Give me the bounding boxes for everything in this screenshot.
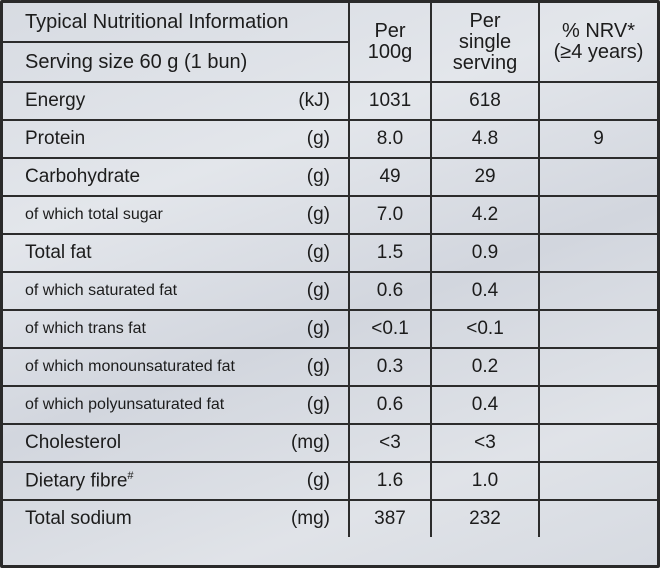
value-per-100g: <3	[348, 423, 433, 463]
value-per-100g: 0.6	[348, 271, 433, 311]
nutrient-name: Total fat	[3, 233, 281, 273]
table-row-total-fat: Total fat (g) 1.5 0.9	[3, 233, 657, 273]
value-per-100g: <0.1	[348, 309, 433, 349]
value-nrv	[538, 233, 657, 273]
value-nrv	[538, 271, 657, 311]
value-nrv	[538, 499, 657, 537]
nutrition-table: Typical Nutritional Information Per 100g …	[3, 3, 657, 537]
table-row-cholesterol: Cholesterol (mg) <3 <3	[3, 423, 657, 463]
nutrient-name: of which total sugar	[3, 195, 281, 235]
value-per-serving: <3	[430, 423, 541, 463]
nutrient-unit: (g)	[281, 233, 351, 273]
nutrient-name: Cholesterol	[3, 423, 281, 463]
nutrient-unit: (g)	[281, 385, 351, 425]
table-row-saturated-fat: of which saturated fat (g) 0.6 0.4	[3, 271, 657, 311]
value-per-serving: 0.9	[430, 233, 541, 273]
nutrient-name: of which monounsaturated fat	[3, 347, 281, 387]
value-nrv	[538, 309, 657, 349]
nutrient-name: Carbohydrate	[3, 157, 281, 197]
value-per-100g: 49	[348, 157, 433, 197]
value-nrv	[538, 195, 657, 235]
value-per-100g: 387	[348, 499, 433, 537]
nutrient-name: of which polyunsaturated fat	[3, 385, 281, 425]
nutrient-name: Energy	[3, 81, 281, 121]
value-per-100g: 1.5	[348, 233, 433, 273]
nutrient-name: of which trans fat	[3, 309, 281, 349]
nutrient-name: Dietary fibre#	[3, 461, 281, 501]
value-per-100g: 0.6	[348, 385, 433, 425]
table-row-trans-fat: of which trans fat (g) <0.1 <0.1	[3, 309, 657, 349]
value-per-100g: 7.0	[348, 195, 433, 235]
value-per-serving: <0.1	[430, 309, 541, 349]
nutrient-unit: (g)	[281, 347, 351, 387]
column-header-per-serving: Per single serving	[430, 3, 541, 83]
value-per-serving: 29	[430, 157, 541, 197]
table-row-carbohydrate: Carbohydrate (g) 49 29	[3, 157, 657, 197]
value-per-serving: 232	[430, 499, 541, 537]
value-per-100g: 1.6	[348, 461, 433, 501]
value-nrv	[538, 157, 657, 197]
nutrient-unit: (g)	[281, 461, 351, 501]
table-row-dietary-fibre: Dietary fibre# (g) 1.6 1.0	[3, 461, 657, 501]
table-row-protein: Protein (g) 8.0 4.8 9	[3, 119, 657, 159]
value-per-serving: 1.0	[430, 461, 541, 501]
value-nrv	[538, 461, 657, 501]
footnote-marker: #	[127, 469, 134, 482]
value-per-serving: 618	[430, 81, 541, 121]
nutrient-name: Total sodium	[3, 499, 281, 537]
value-nrv	[538, 385, 657, 425]
serving-size: Serving size 60 g (1 bun)	[3, 41, 350, 83]
table-row-total-sodium: Total sodium (mg) 387 232	[3, 499, 657, 537]
nutrient-name: Protein	[3, 119, 281, 159]
value-nrv	[538, 347, 657, 387]
table-row-polyunsaturated-fat: of which polyunsaturated fat (g) 0.6 0.4	[3, 385, 657, 425]
value-per-100g: 0.3	[348, 347, 433, 387]
nutrient-name: of which saturated fat	[3, 271, 281, 311]
value-per-100g: 8.0	[348, 119, 433, 159]
nutrient-unit: (kJ)	[281, 81, 351, 121]
column-header-per-100g: Per 100g	[348, 3, 433, 83]
value-per-serving: 4.2	[430, 195, 541, 235]
value-nrv: 9	[538, 119, 657, 159]
nutrient-unit: (g)	[281, 195, 351, 235]
value-per-100g: 1031	[348, 81, 433, 121]
nutrient-unit: (g)	[281, 119, 351, 159]
value-per-serving: 4.8	[430, 119, 541, 159]
table-row-total-sugar: of which total sugar (g) 7.0 4.2	[3, 195, 657, 235]
nutrient-unit: (g)	[281, 157, 351, 197]
nutrient-unit: (mg)	[281, 423, 351, 463]
table-row-monounsaturated-fat: of which monounsaturated fat (g) 0.3 0.2	[3, 347, 657, 387]
value-per-serving: 0.4	[430, 271, 541, 311]
nutrient-unit: (g)	[281, 271, 351, 311]
table-row-energy: Energy (kJ) 1031 618	[3, 81, 657, 121]
column-header-nrv: % NRV* (≥4 years)	[538, 3, 657, 83]
value-nrv	[538, 423, 657, 463]
table-title: Typical Nutritional Information	[3, 3, 351, 43]
value-per-serving: 0.2	[430, 347, 541, 387]
nutrient-unit: (mg)	[281, 499, 351, 537]
value-per-serving: 0.4	[430, 385, 541, 425]
value-nrv	[538, 81, 657, 121]
nutrient-unit: (g)	[281, 309, 351, 349]
